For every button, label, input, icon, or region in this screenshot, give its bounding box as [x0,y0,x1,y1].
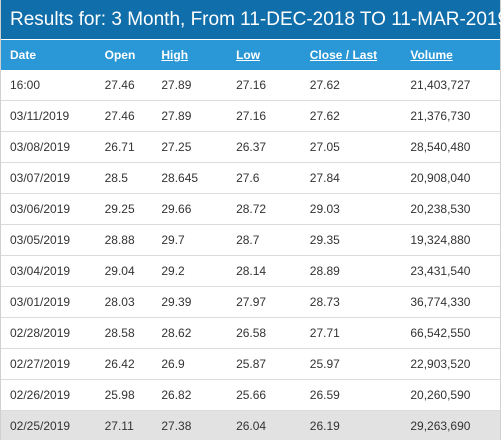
cell-close: 27.71 [309,326,340,340]
cell-date: 03/08/2019 [10,140,71,154]
cell-close: 29.35 [309,233,340,247]
cell-volume: 20,238,530 [410,202,471,216]
table-row: 02/25/2019 27.11 27.38 26.04 26.19 29,263,690 [1,411,500,440]
table-row: 02/28/2019 28.58 28.62 26.58 27.71 66,542,550 [1,318,500,349]
table-row: 03/07/2019 28.5 28.645 27.6 27.84 20,908,040 [1,163,500,194]
cell-date: 02/25/2019 [10,419,71,433]
cell-date: 02/26/2019 [10,388,71,402]
column-header-volume-link[interactable]: Volume [410,48,453,62]
cell-low: 27.97 [236,295,267,309]
cell-close: 27.05 [309,140,340,154]
cell-high: 28.62 [161,326,192,340]
cell-volume: 21,376,730 [410,109,471,123]
cell-low: 27.16 [236,78,267,92]
cell-open: 28.88 [104,233,135,247]
cell-high: 29.66 [161,202,192,216]
table-row: 02/27/2019 26.42 26.9 25.87 25.97 22,903,520 [1,349,500,380]
column-header-close-link[interactable]: Close / Last [309,48,378,62]
cell-close: 28.89 [309,264,340,278]
cell-high: 29.7 [161,233,185,247]
cell-date: 02/28/2019 [10,326,71,340]
cell-open: 29.25 [104,202,135,216]
table-row: 03/04/2019 29.04 29.2 28.14 28.89 23,431,540 [1,256,500,287]
cell-volume: 36,774,330 [410,295,471,309]
cell-volume: 28,540,480 [410,140,471,154]
cell-close: 29.03 [309,202,340,216]
cell-volume: 29,263,690 [410,419,471,433]
cell-date: 03/04/2019 [10,264,71,278]
cell-volume: 23,431,540 [410,264,471,278]
cell-high: 27.89 [161,109,192,123]
cell-open: 28.5 [104,171,128,185]
table-row: 02/26/2019 25.98 26.82 25.66 26.59 20,260,590 [1,380,500,411]
cell-low: 26.04 [236,419,267,433]
table-body: 16:00 27.46 27.89 27.16 27.62 21,403,727 03/11… [1,70,500,440]
cell-volume: 20,260,590 [410,388,471,402]
cell-open: 27.46 [104,78,135,92]
cell-close: 27.84 [309,171,340,185]
column-header-date: Date [10,48,37,62]
cell-date: 03/05/2019 [10,233,71,247]
cell-volume: 19,324,880 [410,233,471,247]
cell-open: 29.04 [104,264,135,278]
cell-low: 27.6 [236,171,260,185]
cell-low: 25.66 [236,388,267,402]
cell-low: 26.58 [236,326,267,340]
cell-volume: 21,403,727 [410,78,471,92]
cell-low: 28.7 [236,233,260,247]
table-row: 03/08/2019 26.71 27.25 26.37 27.05 28,540,480 [1,132,500,163]
cell-date: 02/27/2019 [10,357,71,371]
cell-low: 27.16 [236,109,267,123]
cell-close: 27.62 [309,78,340,92]
cell-open: 28.58 [104,326,135,340]
table-row: 16:00 27.46 27.89 27.16 27.62 21,403,727 [1,70,500,101]
cell-open: 27.11 [104,419,134,433]
cell-low: 26.37 [236,140,267,154]
cell-open: 26.71 [104,140,135,154]
column-header-open: Open [104,48,136,62]
cell-volume: 20,908,040 [410,171,471,185]
cell-high: 26.82 [161,388,192,402]
cell-low: 28.72 [236,202,267,216]
cell-open: 25.98 [104,388,135,402]
cell-date: 16:00 [10,78,41,92]
table-row: 03/06/2019 29.25 29.66 28.72 29.03 20,238,530 [1,194,500,225]
cell-high: 27.38 [161,419,192,433]
cell-high: 27.89 [161,78,192,92]
cell-date: 03/01/2019 [10,295,71,309]
cell-open: 27.46 [104,109,135,123]
cell-volume: 66,542,550 [410,326,471,340]
cell-low: 28.14 [236,264,267,278]
cell-date: 03/06/2019 [10,202,71,216]
cell-close: 28.73 [309,295,340,309]
cell-high: 26.9 [161,357,185,371]
table-row: 03/05/2019 28.88 29.7 28.7 29.35 19,324,880 [1,225,500,256]
cell-close: 26.59 [309,388,340,402]
cell-high: 29.39 [161,295,192,309]
cell-close: 27.62 [309,109,340,123]
cell-open: 26.42 [104,357,135,371]
cell-close: 25.97 [309,357,340,371]
column-header-low-link[interactable]: Low [236,48,261,62]
cell-close: 26.19 [309,419,340,433]
results-title: Results for: 3 Month, From 11-DEC-2018 T… [1,0,504,40]
table-row: 03/01/2019 28.03 29.39 27.97 28.73 36,774,330 [1,287,500,318]
table-row: 03/11/2019 27.46 27.89 27.16 27.62 21,376,730 [1,101,500,132]
cell-high: 29.2 [161,264,185,278]
column-header-high-link[interactable]: High [161,48,189,62]
cell-date: 03/07/2019 [10,171,71,185]
cell-volume: 22,903,520 [410,357,471,371]
cell-high: 28.645 [161,171,199,185]
cell-low: 25.87 [236,357,267,371]
table-header: Date Open High Low Close / Last Volume [1,40,500,70]
cell-high: 27.25 [161,140,192,154]
cell-open: 28.03 [104,295,135,309]
cell-date: 03/11/2019 [10,109,70,123]
